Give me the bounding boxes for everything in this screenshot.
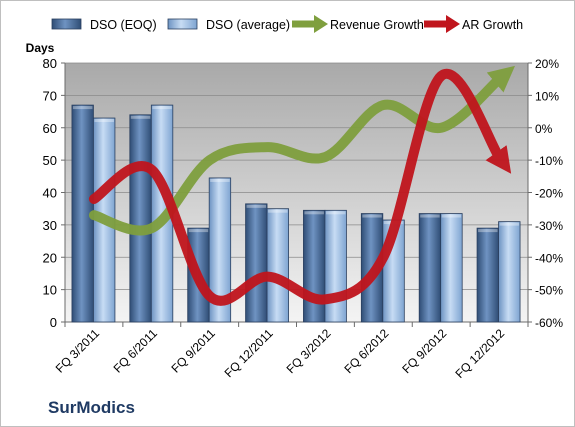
- x-tick-label: FQ 6/2011: [111, 326, 161, 376]
- y-right-tick-label: 20%: [535, 57, 559, 71]
- bar-highlight: [94, 119, 114, 123]
- x-tick-label: FQ 3/2011: [53, 326, 103, 376]
- legend-arrow-icon: [314, 15, 328, 33]
- x-tick-label: FQ 9/2011: [168, 326, 218, 376]
- line-series-1: [88, 68, 512, 306]
- legend-swatch: [51, 18, 82, 30]
- bar: [418, 213, 442, 323]
- bar: [208, 177, 232, 323]
- bar-highlight: [478, 229, 498, 233]
- bar-highlight: [210, 178, 230, 182]
- x-tick-label: FQ 12/2012: [452, 326, 507, 381]
- x-tick-label: FQ 9/2012: [399, 326, 449, 376]
- bar-highlight: [304, 211, 324, 215]
- bar: [476, 227, 499, 323]
- y-left-tick-label: 80: [43, 56, 57, 71]
- bar-highlight: [246, 204, 267, 208]
- bar: [129, 114, 152, 323]
- trend-line: [88, 68, 512, 306]
- y-left-tick-label: 30: [43, 218, 57, 233]
- legend: DSO (EOQ) DSO (average) Revenue Growth AR G…: [51, 15, 523, 33]
- line-series-0: [88, 65, 515, 236]
- y-left-tick-label: 40: [43, 186, 57, 201]
- y-right-tick-label: -40%: [535, 251, 563, 265]
- bar: [324, 209, 347, 323]
- legend-label: AR Growth: [462, 18, 523, 32]
- legend-arrow-icon: [446, 15, 460, 33]
- x-tick-label: FQ 6/2012: [341, 326, 391, 376]
- legend-label: Revenue Growth: [330, 18, 424, 32]
- bar-highlight: [130, 115, 151, 119]
- bar: [440, 213, 463, 323]
- bar-highlight: [362, 214, 382, 218]
- x-tick-label: FQ 3/2012: [284, 326, 334, 376]
- bar-highlight: [499, 222, 520, 226]
- legend-label: DSO (EOQ): [90, 18, 157, 32]
- y-axis-left-label: Days: [26, 41, 55, 55]
- bar-highlight: [441, 214, 462, 218]
- y-left-tick-label: 60: [43, 121, 57, 136]
- legend-swatch: [167, 18, 198, 30]
- y-right-tick-label: 0%: [535, 122, 553, 136]
- y-right-tick-label: -50%: [535, 284, 563, 298]
- y-right-tick-label: -10%: [535, 154, 563, 168]
- bar: [498, 221, 521, 323]
- y-left-tick-label: 70: [43, 88, 57, 103]
- y-right-tick-label: -60%: [535, 316, 563, 330]
- y-left-tick-label: 0: [50, 315, 57, 330]
- y-right-tick-label: -30%: [535, 219, 563, 233]
- bar-highlight: [188, 229, 209, 233]
- y-right-tick-label: 10%: [535, 89, 559, 103]
- bar-highlight: [325, 211, 346, 215]
- bar-highlight: [420, 214, 440, 218]
- bar: [266, 208, 289, 323]
- legend-label: DSO (average): [206, 18, 290, 32]
- company-name: SurModics: [48, 398, 135, 417]
- y-right-tick-label: -20%: [535, 187, 563, 201]
- bar: [245, 203, 268, 323]
- x-tick-label: FQ 12/2011: [222, 326, 276, 380]
- bar: [303, 209, 326, 323]
- y-left-tick-label: 10: [43, 283, 57, 298]
- trend-line: [88, 65, 515, 236]
- y-left-tick-label: 20: [43, 250, 57, 265]
- y-left-tick-label: 50: [43, 153, 57, 168]
- bar-highlight: [152, 106, 172, 110]
- bar-highlight: [72, 106, 93, 110]
- bar-highlight: [268, 209, 288, 213]
